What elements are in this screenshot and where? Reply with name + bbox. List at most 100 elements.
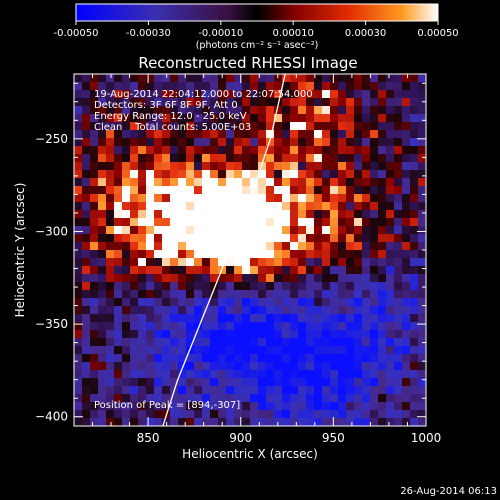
- heatmap-cell: [354, 290, 363, 299]
- heatmap-cell: [242, 210, 251, 219]
- heatmap-cell: [202, 106, 211, 115]
- heatmap-cell: [314, 322, 323, 331]
- heatmap-cell: [98, 410, 107, 419]
- heatmap-cell: [354, 418, 363, 426]
- heatmap-cell: [378, 130, 387, 139]
- heatmap-cell: [250, 370, 259, 379]
- heatmap-cell: [122, 178, 131, 187]
- heatmap-cell: [210, 154, 219, 163]
- heatmap-cell: [98, 98, 107, 107]
- heatmap-cell: [130, 258, 139, 267]
- heatmap-cell: [138, 82, 147, 91]
- heatmap-cell: [194, 394, 203, 403]
- heatmap-cell: [354, 242, 363, 251]
- heatmap-cell: [370, 282, 379, 291]
- heatmap-cell: [346, 378, 355, 387]
- heatmap-cell: [370, 378, 379, 387]
- heatmap-cell: [418, 266, 426, 275]
- heatmap-cell: [234, 194, 243, 203]
- heatmap-cell: [402, 170, 411, 179]
- heatmap-cell: [210, 226, 219, 235]
- heatmap-cell: [90, 242, 99, 251]
- heatmap-cell: [210, 354, 219, 363]
- heatmap-cell: [266, 74, 275, 83]
- heatmap-cell: [106, 186, 115, 195]
- heatmap-cell: [282, 418, 291, 426]
- heatmap-cell: [178, 362, 187, 371]
- heatmap-cell: [186, 370, 195, 379]
- heatmap-cell: [306, 82, 315, 91]
- heatmap-cell: [146, 130, 155, 139]
- heatmap-cell: [266, 298, 275, 307]
- heatmap-cell: [410, 146, 419, 155]
- heatmap-cell: [162, 98, 171, 107]
- heatmap-cell: [162, 370, 171, 379]
- heatmap-cell: [314, 178, 323, 187]
- heatmap-cell: [418, 114, 426, 123]
- heatmap-cell: [362, 290, 371, 299]
- heatmap-cell: [282, 314, 291, 323]
- heatmap-cell: [74, 202, 83, 211]
- heatmap-cell: [130, 210, 139, 219]
- heatmap-cell: [122, 386, 131, 395]
- heatmap-cell: [90, 170, 99, 179]
- heatmap-cell: [146, 378, 155, 387]
- heatmap-cell: [162, 186, 171, 195]
- heatmap-cell: [378, 298, 387, 307]
- heatmap-cell: [170, 402, 179, 411]
- heatmap-cell: [138, 314, 147, 323]
- heatmap-cell: [90, 354, 99, 363]
- heatmap-cell: [106, 154, 115, 163]
- heatmap-cell: [114, 250, 123, 259]
- heatmap-cell: [226, 178, 235, 187]
- heatmap-cell: [306, 146, 315, 155]
- heatmap-cell: [194, 90, 203, 99]
- heatmap-cell: [386, 234, 395, 243]
- heatmap-cell: [170, 338, 179, 347]
- heatmap-cell: [386, 370, 395, 379]
- heatmap-cell: [138, 90, 147, 99]
- heatmap-cell: [362, 162, 371, 171]
- heatmap-cell: [330, 370, 339, 379]
- heatmap-cell: [282, 266, 291, 275]
- heatmap-cell: [282, 250, 291, 259]
- heatmap-cell: [98, 218, 107, 227]
- heatmap-cell: [410, 154, 419, 163]
- heatmap-cell: [154, 266, 163, 275]
- heatmap-cell: [322, 234, 331, 243]
- heatmap-cell: [402, 250, 411, 259]
- heatmap-cell: [186, 322, 195, 331]
- heatmap-cell: [290, 362, 299, 371]
- x-axis-label: Heliocentric X (arcsec): [182, 447, 318, 461]
- heatmap-cell: [266, 82, 275, 91]
- heatmap-cell: [154, 346, 163, 355]
- heatmap-cell: [250, 218, 259, 227]
- heatmap-cell: [178, 202, 187, 211]
- heatmap-cell: [402, 162, 411, 171]
- heatmap-cell: [370, 130, 379, 139]
- heatmap-cell: [274, 202, 283, 211]
- heatmap-cell: [130, 418, 139, 426]
- heatmap-cell: [250, 330, 259, 339]
- heatmap-cell: [322, 370, 331, 379]
- heatmap-cell: [202, 330, 211, 339]
- colorbar-tick-label: -0.00010: [198, 28, 243, 39]
- heatmap-cell: [114, 210, 123, 219]
- heatmap-cell: [130, 410, 139, 419]
- heatmap-cell: [394, 266, 403, 275]
- heatmap-cell: [154, 130, 163, 139]
- heatmap-cell: [98, 346, 107, 355]
- heatmap-cell: [194, 218, 203, 227]
- heatmap-cell: [410, 138, 419, 147]
- heatmap-cell: [74, 402, 83, 411]
- heatmap-cell: [346, 114, 355, 123]
- heatmap-cell: [90, 314, 99, 323]
- heatmap-cell: [194, 266, 203, 275]
- heatmap-cell: [226, 418, 235, 426]
- heatmap-cell: [98, 82, 107, 91]
- colorbar: [75, 3, 439, 22]
- heatmap-cell: [378, 242, 387, 251]
- heatmap-cell: [266, 362, 275, 371]
- heatmap-cell: [410, 362, 419, 371]
